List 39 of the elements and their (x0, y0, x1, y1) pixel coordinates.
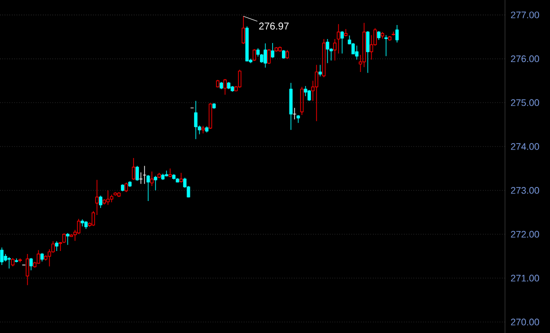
y-tick-label: 274.00 (510, 143, 540, 150)
candlestick (4, 254, 8, 262)
candlestick (150, 171, 154, 186)
candlestick (194, 100, 198, 140)
candlestick (84, 220, 88, 230)
y-tick-label: 275.00 (510, 99, 540, 106)
candlestick (289, 82, 293, 130)
candlestick (264, 43, 267, 68)
candlestick (242, 16, 246, 44)
candlestick (395, 24, 399, 43)
candlestick (384, 34, 388, 57)
candlestick (40, 252, 44, 262)
candlestick (146, 174, 150, 202)
candlestick (314, 64, 318, 122)
candlestick (318, 64, 322, 77)
candlestick (26, 254, 30, 286)
candlestick (106, 190, 110, 206)
candlestick (336, 24, 340, 54)
candlestick (304, 86, 308, 96)
candlestick (355, 45, 358, 60)
candlestick (132, 158, 136, 180)
candlestick (66, 232, 70, 246)
y-tick-label: 270.00 (510, 318, 540, 326)
candlestick (223, 78, 227, 96)
annotation: 276.97 (259, 22, 289, 30)
candlestick (278, 46, 282, 52)
candlestick (36, 250, 40, 264)
candlestick (7, 256, 11, 269)
y-tick-label: 276.00 (510, 55, 540, 62)
candlestick (380, 32, 384, 39)
candlestick (164, 170, 168, 176)
candlestick (366, 30, 370, 74)
y-tick-label: 272.00 (510, 230, 540, 238)
y-tick-label: 273.00 (510, 187, 540, 194)
y-tick-label: 271.00 (510, 274, 540, 282)
y-tick-label: 277.00 (510, 12, 540, 18)
candlestick (300, 86, 304, 116)
candlestick (340, 30, 344, 54)
candlestick (14, 258, 18, 263)
